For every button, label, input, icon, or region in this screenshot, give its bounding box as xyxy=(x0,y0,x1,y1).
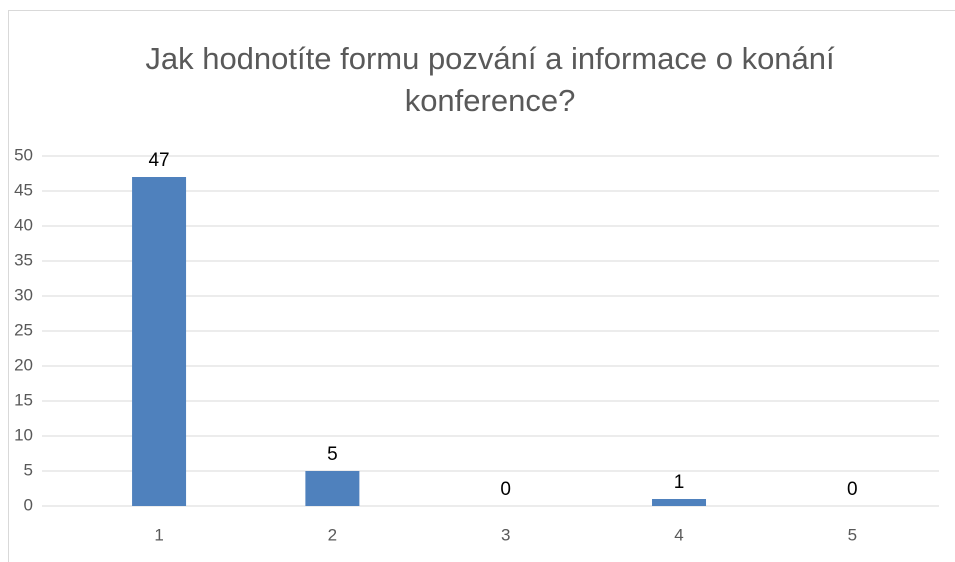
y-tick-label: 5 xyxy=(24,460,33,479)
y-tick-label: 15 xyxy=(14,390,33,409)
chart-border xyxy=(8,10,955,562)
data-label: 0 xyxy=(847,479,858,500)
y-tick-label: 35 xyxy=(14,250,33,269)
data-label: 1 xyxy=(674,472,685,493)
y-tick-label: 45 xyxy=(14,180,33,199)
y-tick-label: 50 xyxy=(14,145,33,164)
data-label: 5 xyxy=(327,444,338,465)
x-tick-label: 1 xyxy=(154,525,163,544)
data-label: 47 xyxy=(148,150,169,171)
x-tick-label: 5 xyxy=(848,525,857,544)
y-tick-label: 25 xyxy=(14,320,33,339)
x-tick-label: 2 xyxy=(328,525,337,544)
bar xyxy=(132,177,187,506)
bar xyxy=(305,471,360,506)
y-tick-label: 40 xyxy=(14,215,33,234)
chart-title: Jak hodnotíte formu pozvání a informace … xyxy=(145,41,835,118)
x-tick-label: 4 xyxy=(674,525,683,544)
x-tick-label: 3 xyxy=(501,525,510,544)
y-tick-label: 0 xyxy=(24,495,33,514)
y-tick-label: 20 xyxy=(14,355,33,374)
data-label: 0 xyxy=(500,479,511,500)
y-tick-label: 30 xyxy=(14,285,33,304)
y-tick-label: 10 xyxy=(14,425,33,444)
bar xyxy=(652,499,707,506)
